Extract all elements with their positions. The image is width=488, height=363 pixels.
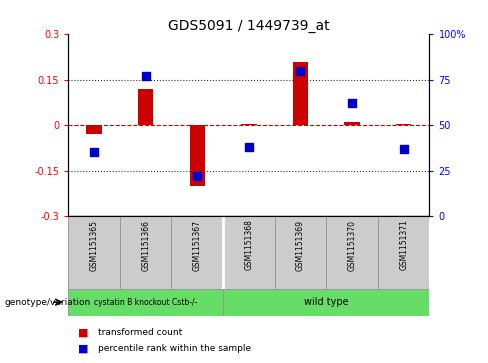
Point (348, 101, 356, 106)
Bar (68, 216, 120, 289)
Bar (241, 124, 257, 125)
Bar (275, 216, 326, 289)
Text: GSM1151369: GSM1151369 (296, 220, 305, 270)
Bar (326, 216, 378, 289)
Text: ■: ■ (78, 343, 89, 354)
Title: GDS5091 / 1449739_at: GDS5091 / 1449739_at (168, 20, 330, 33)
Text: genotype/variation: genotype/variation (5, 298, 91, 307)
Bar (120, 216, 171, 289)
Text: percentile rank within the sample: percentile rank within the sample (98, 344, 251, 353)
Text: GSM1151371: GSM1151371 (399, 220, 408, 270)
Point (90, 150, 98, 155)
Bar (171, 216, 223, 289)
Bar (86, 125, 102, 134)
Text: wild type: wild type (304, 297, 348, 307)
Bar (378, 216, 429, 289)
Point (193, 173, 201, 179)
Bar (293, 62, 308, 125)
Bar (138, 89, 153, 125)
Point (142, 73, 150, 79)
Text: cystatin B knockout Cstb-/-: cystatin B knockout Cstb-/- (94, 298, 197, 307)
Point (400, 146, 407, 152)
Bar (189, 125, 205, 186)
Text: GSM1151367: GSM1151367 (193, 220, 202, 270)
Bar (345, 122, 360, 125)
Point (245, 144, 253, 150)
Text: GSM1151368: GSM1151368 (244, 220, 253, 270)
Bar (223, 289, 429, 316)
Text: GSM1151365: GSM1151365 (90, 220, 99, 270)
Text: transformed count: transformed count (98, 328, 182, 337)
Point (297, 68, 305, 74)
Text: GSM1151366: GSM1151366 (141, 220, 150, 270)
Bar (396, 124, 411, 125)
Bar (68, 289, 223, 316)
Bar (223, 216, 275, 289)
Text: ■: ■ (78, 327, 89, 337)
Text: GSM1151370: GSM1151370 (347, 220, 357, 270)
